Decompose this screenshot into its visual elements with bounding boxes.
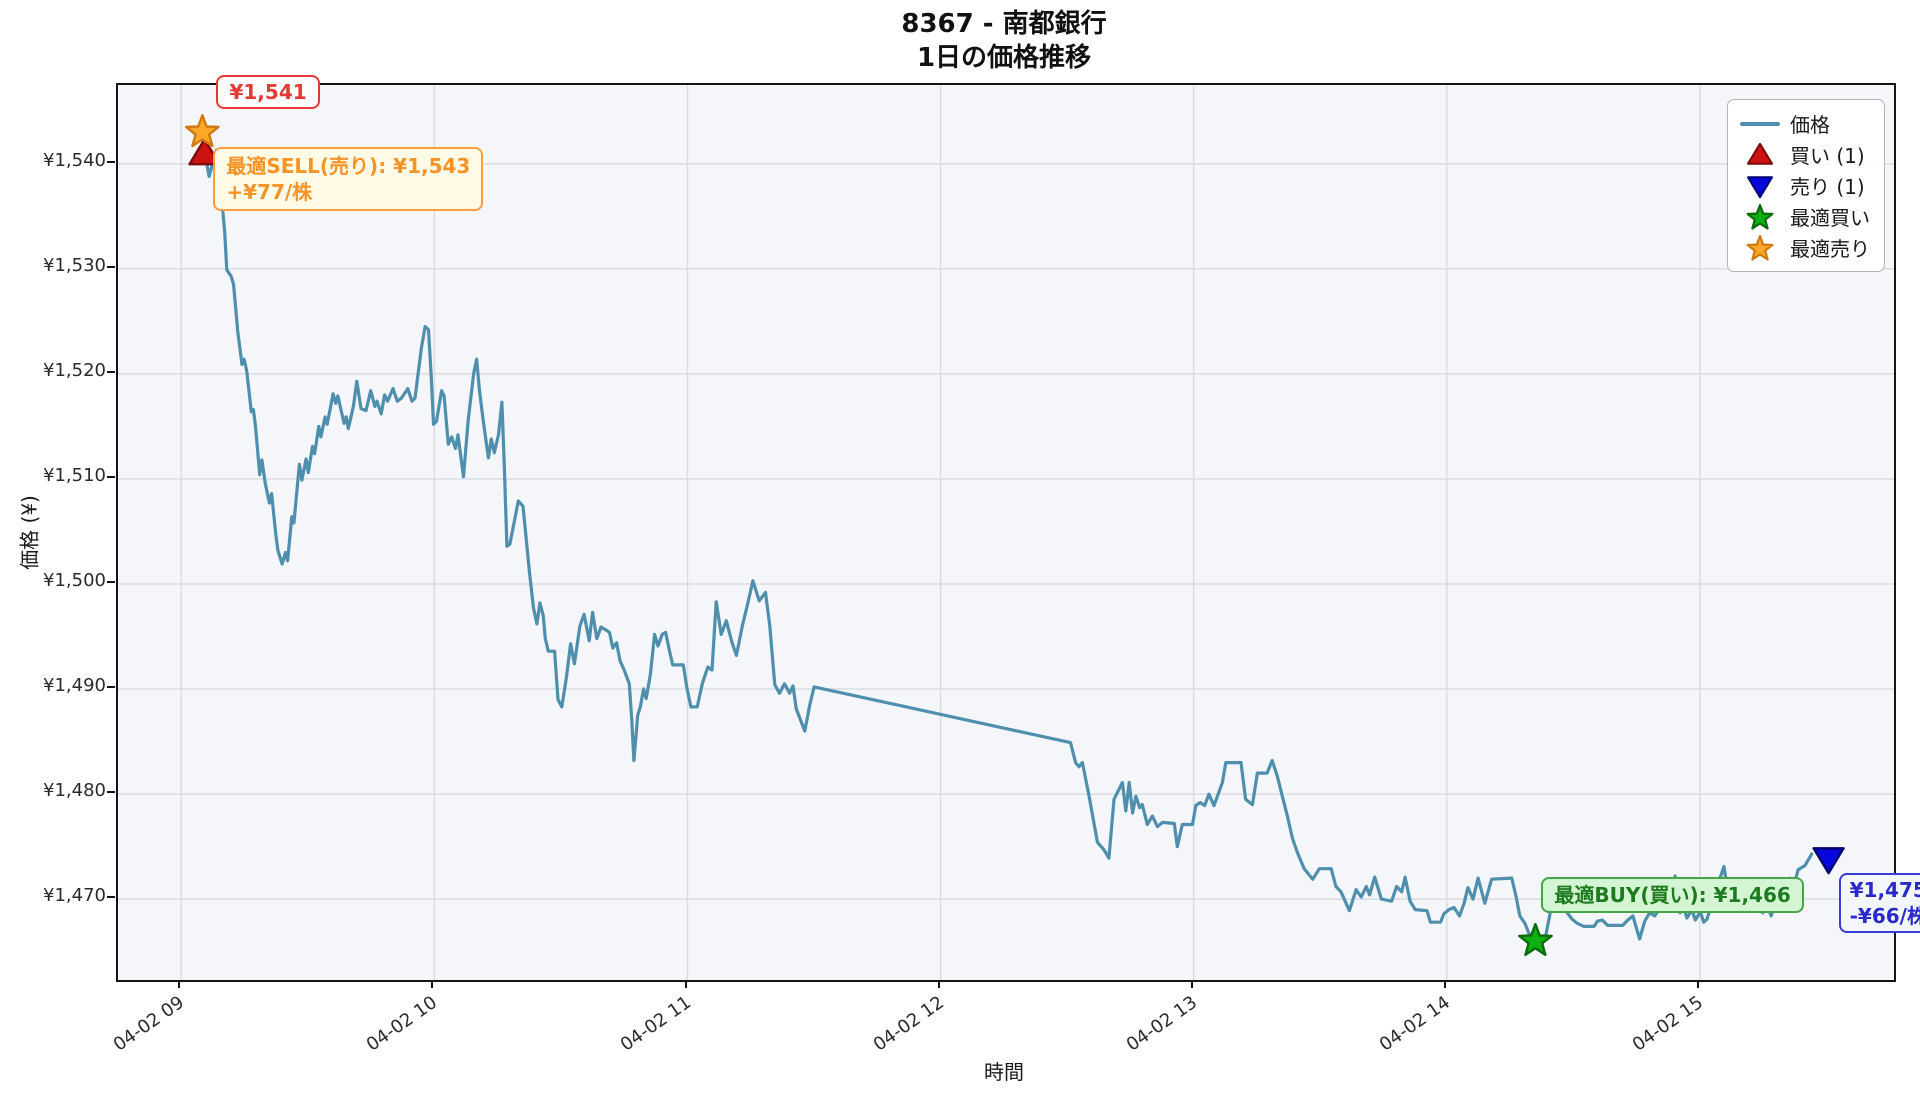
y-tick-label: ¥1,480	[43, 780, 106, 802]
x-tick-label: 04-02 12	[869, 992, 948, 1056]
price-line-swatch	[1740, 121, 1780, 126]
y-tick-label: ¥1,500	[43, 569, 106, 591]
y-tick-label: ¥1,540	[43, 149, 106, 171]
x-tick-mark	[1443, 980, 1446, 988]
x-tick-label: 04-02 09	[109, 992, 189, 1056]
optimal-buy-annotation: 最適BUY(買い): ¥1,466	[1541, 877, 1804, 914]
chart-title-line1: 8367 - 南都銀行	[901, 9, 1107, 39]
optimal-sell-annotation: 最適SELL(売り): ¥1,543 +¥77/株	[213, 147, 484, 212]
buy-price-annotation-text: ¥1,541	[229, 80, 307, 105]
x-tick-label: 04-02 10	[363, 992, 442, 1056]
y-tick-mark	[107, 791, 115, 794]
y-tick-mark	[107, 265, 115, 268]
price-chart	[118, 85, 1894, 980]
x-tick-mark	[1696, 980, 1699, 988]
sell-marker	[1812, 847, 1845, 875]
optimal-sell-annotation-line1: 最適SELL(売り): ¥1,543	[226, 154, 471, 179]
buy-triangle-icon	[1747, 142, 1773, 165]
legend-item-triangle-down: 売り (1)	[1738, 170, 1870, 201]
sell-price-annotation-line1: ¥1,475	[1849, 878, 1920, 903]
optimal-buy-star-icon	[1746, 203, 1774, 230]
y-tick-mark	[107, 686, 115, 689]
legend-label: 最適売り	[1790, 237, 1870, 261]
x-axis-title: 時間	[984, 1060, 1024, 1084]
legend-label: 売り (1)	[1790, 175, 1865, 199]
chart-title: 8367 - 南都銀行 1日の価格推移	[116, 8, 1892, 76]
y-tick-mark	[107, 475, 115, 478]
x-tick-mark	[178, 980, 181, 988]
x-tick-mark	[431, 980, 434, 988]
sell-price-annotation-line2: -¥66/株	[1849, 904, 1920, 929]
sell-price-annotation: ¥1,475 -¥66/株	[1838, 873, 1920, 934]
y-axis-title: 価格 (¥)	[17, 495, 42, 570]
buy-price-annotation: ¥1,541	[216, 75, 320, 110]
y-tick-mark	[107, 580, 115, 583]
legend-item-star-green: 最適買い	[1738, 201, 1870, 232]
x-tick-label: 04-02 15	[1628, 992, 1707, 1056]
legend-label: 買い (1)	[1790, 144, 1865, 168]
y-tick-label: ¥1,530	[43, 254, 106, 276]
x-tick-mark	[1190, 980, 1193, 988]
y-tick-mark	[107, 160, 115, 163]
y-tick-label: ¥1,490	[43, 675, 106, 697]
x-tick-label: 04-02 13	[1122, 992, 1201, 1056]
y-tick-mark	[107, 896, 115, 899]
optimal-sell-star-icon	[1746, 234, 1774, 261]
legend: 価格買い (1) 売り (1) 最適買い最適売り	[1727, 99, 1885, 272]
optimal-buy-annotation-text: 最適BUY(買い): ¥1,466	[1554, 883, 1791, 908]
buy-marker	[188, 138, 221, 166]
x-tick-label: 04-02 11	[616, 992, 695, 1056]
y-tick-label: ¥1,510	[43, 464, 106, 486]
x-tick-mark	[937, 980, 940, 988]
optimal-sell-annotation-line2: +¥77/株	[226, 180, 313, 205]
x-tick-mark	[684, 980, 687, 988]
legend-item-star-orange: 最適売り	[1738, 232, 1870, 263]
chart-title-line2: 1日の価格推移	[916, 42, 1092, 73]
legend-item-line: 価格	[1738, 108, 1870, 139]
price-line	[200, 130, 1814, 943]
legend-label: 価格	[1790, 113, 1830, 137]
y-tick-label: ¥1,470	[43, 885, 106, 907]
x-tick-label: 04-02 14	[1375, 992, 1454, 1056]
legend-label: 最適買い	[1790, 206, 1870, 230]
y-tick-label: ¥1,520	[43, 359, 106, 381]
sell-triangle-icon	[1747, 175, 1773, 198]
y-tick-mark	[107, 370, 115, 373]
optimal_buy-marker	[1518, 922, 1553, 957]
legend-item-triangle-up: 買い (1)	[1738, 139, 1870, 170]
plot-area: 価格買い (1) 売り (1) 最適買い最適売り ¥1,541 最適SELL(売り)…	[116, 75, 1920, 982]
optimal_sell-marker	[185, 114, 220, 148]
